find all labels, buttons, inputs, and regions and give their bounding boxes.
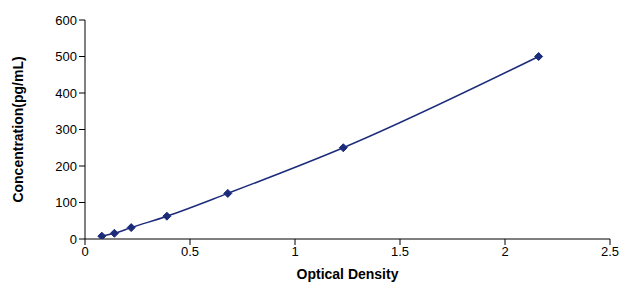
svg-text:300: 300 — [55, 122, 77, 137]
svg-text:400: 400 — [55, 86, 77, 101]
svg-text:Concentration(pg/mL): Concentration(pg/mL) — [10, 56, 26, 202]
svg-text:1: 1 — [291, 244, 298, 259]
svg-text:0.5: 0.5 — [181, 244, 199, 259]
svg-text:600: 600 — [55, 13, 77, 28]
svg-text:100: 100 — [55, 195, 77, 210]
svg-text:2: 2 — [501, 244, 508, 259]
svg-text:Optical Density: Optical Density — [297, 266, 399, 282]
svg-text:200: 200 — [55, 159, 77, 174]
svg-text:1.5: 1.5 — [391, 244, 409, 259]
svg-text:0: 0 — [81, 244, 88, 259]
svg-text:0: 0 — [70, 232, 77, 247]
svg-text:500: 500 — [55, 49, 77, 64]
svg-text:2.5: 2.5 — [601, 244, 619, 259]
